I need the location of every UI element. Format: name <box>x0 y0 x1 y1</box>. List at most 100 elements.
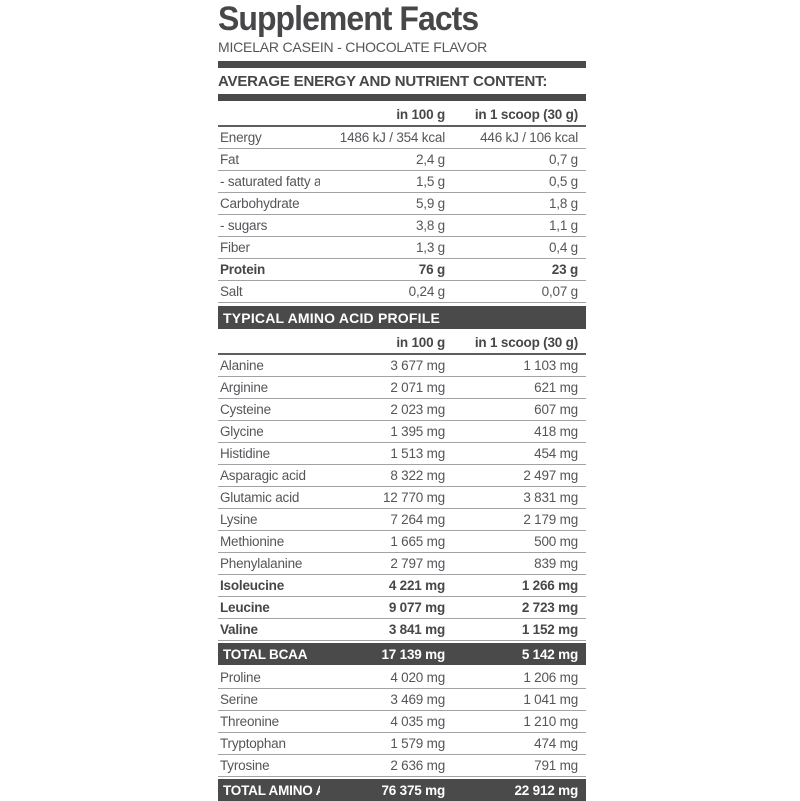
table-row-phenylalanine: Phenylalanine 2 797 mg 839 mg <box>218 553 586 575</box>
row-value-scoop: 500 mg <box>534 534 578 549</box>
table-row-isoleucine: Isoleucine 4 221 mg 1 266 mg <box>218 575 586 597</box>
table-row-protein: Protein 76 g 23 g <box>218 259 586 281</box>
table-row-cysteine: Cysteine 2 023 mg 607 mg <box>218 399 586 421</box>
row-label: - saturated fatty acids <box>220 174 320 189</box>
row-value-100g: 0,24 g <box>408 284 446 299</box>
row-label: Asparagic acid <box>220 468 306 483</box>
row-value-scoop: 2 497 mg <box>523 468 578 483</box>
row-label: Threonine <box>220 714 279 729</box>
row-value-scoop: 1 206 mg <box>523 670 578 685</box>
row-value-100g: 9 077 mg <box>388 600 445 615</box>
row-value-scoop: 2 723 mg <box>521 600 578 615</box>
row-value-scoop: 0,7 g <box>548 152 578 167</box>
section2-header: TYPICAL AMINO ACID PROFILE <box>223 309 441 326</box>
row-label: Carbohydrate <box>220 196 300 211</box>
row-label: Alanine <box>220 358 264 373</box>
table-row-tryptophan: Tryptophan 1 579 mg 474 mg <box>218 733 586 755</box>
row-label: Fat <box>220 152 239 167</box>
row-value-100g: 2 071 mg <box>390 380 445 395</box>
row-value-100g: 1486 kJ / 354 kcal <box>339 130 445 145</box>
row-label: Leucine <box>220 600 270 615</box>
row-label: Tryptophan <box>220 736 286 751</box>
row-label: - sugars <box>220 218 268 233</box>
col-header-per-scoop: in 1 scoop (30 g) <box>474 107 578 122</box>
table-row-alanine: Alanine 3 677 mg 1 103 mg <box>218 355 586 377</box>
row-value-100g: 2 797 mg <box>390 556 445 571</box>
table-row-tyrosine: Tyrosine 2 636 mg 791 mg <box>218 755 586 777</box>
row-value-scoop: 1 266 mg <box>521 578 578 593</box>
table-row-total-amino-acid: TOTAL AMINO ACID 76 375 mg 22 912 mg <box>218 779 586 801</box>
row-value-100g: 2 636 mg <box>390 758 445 773</box>
row-label: Salt <box>220 284 243 299</box>
page-title: Supplement Facts <box>218 0 479 38</box>
row-label: Serine <box>220 692 258 707</box>
row-value-100g: 1 665 mg <box>390 534 445 549</box>
row-label: Phenylalanine <box>220 556 303 571</box>
row-label: Glutamic acid <box>220 490 300 505</box>
row-value-scoop: 0,5 g <box>548 174 578 189</box>
table-row-total-bcaa: TOTAL BCAA 17 139 mg 5 142 mg <box>218 643 586 665</box>
row-value-100g: 1,5 g <box>415 174 445 189</box>
table-row-salt: Salt 0,24 g 0,07 g <box>218 281 586 303</box>
row-value-scoop: 791 mg <box>534 758 578 773</box>
row-value-scoop: 418 mg <box>534 424 578 439</box>
row-value-scoop: 621 mg <box>534 380 578 395</box>
col-header-per-scoop: in 1 scoop (30 g) <box>474 335 578 350</box>
row-value-scoop: 0,4 g <box>548 240 578 255</box>
table-row-energy: Energy 1486 kJ / 354 kcal 446 kJ / 106 k… <box>218 127 586 149</box>
row-value-100g: 76 375 mg <box>381 782 446 798</box>
row-value-100g: 8 322 mg <box>390 468 445 483</box>
table-row-asparagic-acid: Asparagic acid 8 322 mg 2 497 mg <box>218 465 586 487</box>
row-label: Cysteine <box>220 402 271 417</box>
row-value-100g: 1 395 mg <box>390 424 445 439</box>
table-row-leucine: Leucine 9 077 mg 2 723 mg <box>218 597 586 619</box>
column-header-row-1: in 100 g in 1 scoop (30 g) <box>218 104 586 127</box>
row-value-100g: 1 513 mg <box>390 446 445 461</box>
row-value-scoop: 1 103 mg <box>523 358 578 373</box>
row-value-scoop: 22 912 mg <box>514 782 579 798</box>
table-row-valine: Valine 3 841 mg 1 152 mg <box>218 619 586 641</box>
row-value-100g: 2 023 mg <box>390 402 445 417</box>
row-label: Glycine <box>220 424 264 439</box>
row-value-scoop: 454 mg <box>534 446 578 461</box>
row-label: TOTAL BCAA <box>223 646 308 662</box>
table-row-sugars: - sugars 3,8 g 1,1 g <box>218 215 586 237</box>
row-value-scoop: 839 mg <box>534 556 578 571</box>
row-value-100g: 76 g <box>418 262 445 277</box>
row-label: TOTAL AMINO ACID <box>223 782 320 798</box>
row-value-scoop: 607 mg <box>534 402 578 417</box>
table-row-threonine: Threonine 4 035 mg 1 210 mg <box>218 711 586 733</box>
table-row-saturated-fatty-acids: - saturated fatty acids 1,5 g 0,5 g <box>218 171 586 193</box>
row-value-100g: 4 035 mg <box>390 714 445 729</box>
row-value-100g: 7 264 mg <box>390 512 445 527</box>
table-row-fat: Fat 2,4 g 0,7 g <box>218 149 586 171</box>
row-value-100g: 1 579 mg <box>390 736 445 751</box>
product-subtitle: MICELAR CASEIN - CHOCOLATE FLAVOR <box>218 39 488 55</box>
row-value-100g: 12 770 mg <box>383 490 445 505</box>
row-value-100g: 1,3 g <box>415 240 445 255</box>
divider-bar-top <box>218 61 586 68</box>
row-label: Tyrosine <box>220 758 270 773</box>
row-value-scoop: 0,07 g <box>541 284 579 299</box>
col-header-per-100g: in 100 g <box>396 335 445 350</box>
table-row-serine: Serine 3 469 mg 1 041 mg <box>218 689 586 711</box>
row-label: Proline <box>220 670 261 685</box>
row-value-100g: 2,4 g <box>415 152 445 167</box>
row-label: Methionine <box>220 534 285 549</box>
table-row-histidine: Histidine 1 513 mg 454 mg <box>218 443 586 465</box>
row-value-scoop: 1 152 mg <box>521 622 578 637</box>
table-row-carbohydrate: Carbohydrate 5,9 g 1,8 g <box>218 193 586 215</box>
row-value-100g: 4 221 mg <box>388 578 445 593</box>
row-value-scoop: 1,1 g <box>548 218 578 233</box>
row-label: Protein <box>220 262 266 277</box>
table-row-lysine: Lysine 7 264 mg 2 179 mg <box>218 509 586 531</box>
row-value-scoop: 446 kJ / 106 kcal <box>480 130 578 145</box>
row-value-scoop: 474 mg <box>534 736 578 751</box>
row-label: Isoleucine <box>220 578 285 593</box>
row-value-100g: 3 469 mg <box>390 692 445 707</box>
row-value-scoop: 23 g <box>551 262 578 277</box>
row-value-scoop: 1 210 mg <box>523 714 578 729</box>
row-value-100g: 3,8 g <box>415 218 445 233</box>
row-value-100g: 3 677 mg <box>390 358 445 373</box>
row-label: Histidine <box>220 446 270 461</box>
